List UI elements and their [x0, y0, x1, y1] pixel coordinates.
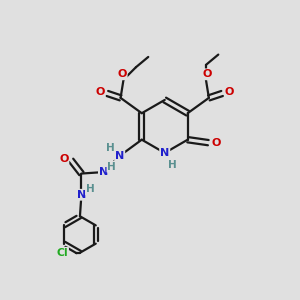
Text: Cl: Cl — [56, 248, 68, 258]
Text: O: O — [212, 138, 221, 148]
Text: H: H — [106, 142, 115, 153]
Text: N: N — [77, 190, 86, 200]
Text: O: O — [225, 87, 234, 97]
Text: N: N — [115, 151, 124, 161]
Text: H: H — [86, 184, 94, 194]
Text: O: O — [203, 69, 212, 79]
Text: N: N — [99, 167, 108, 177]
Text: O: O — [59, 154, 68, 164]
Text: H: H — [168, 160, 176, 170]
Text: N: N — [160, 148, 169, 158]
Text: O: O — [117, 69, 127, 79]
Text: H: H — [107, 162, 116, 172]
Text: O: O — [95, 87, 105, 97]
